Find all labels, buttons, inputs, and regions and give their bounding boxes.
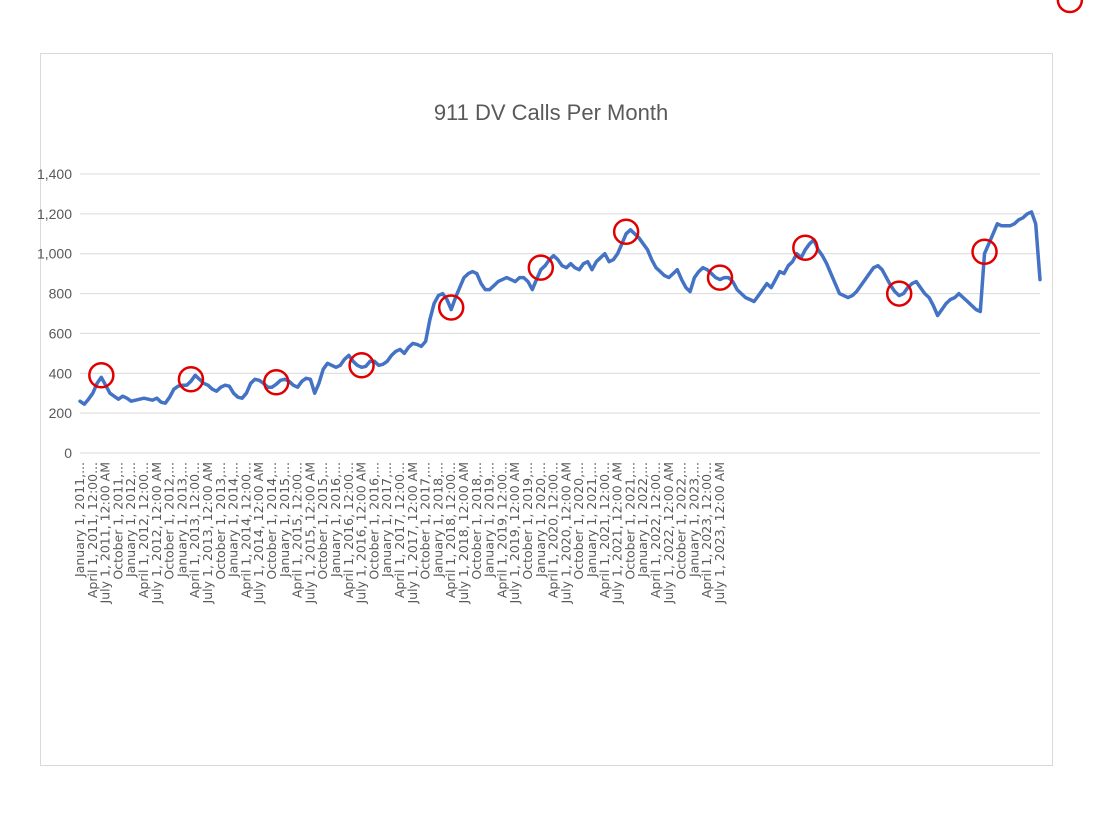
- x-tick-label: October 1, 2016,...: [366, 462, 381, 580]
- x-tick-label: July 1, 2020, 12:00 AM: [558, 462, 573, 604]
- x-tick-label: April 1, 2015, 12:00...: [290, 462, 305, 598]
- x-tick-label: October 1, 2021,...: [622, 462, 637, 580]
- highlight-circle: [348, 352, 375, 379]
- x-axis-labels: January 1, 2011,...April 1, 2011, 12:00.…: [72, 462, 727, 604]
- y-tick-label: 200: [49, 405, 73, 421]
- y-tick-label: 1,000: [37, 246, 72, 262]
- highlight-circle: [527, 254, 555, 281]
- x-tick-label: April 1, 2022, 12:00...: [648, 462, 663, 598]
- x-tick-label: April 1, 2011, 12:00...: [85, 462, 100, 598]
- x-tick-label: January 1, 2022,...: [635, 462, 650, 578]
- x-tick-label: July 1, 2013, 12:00 AM: [200, 462, 215, 604]
- x-tick-label: July 1, 2017, 12:00 AM: [405, 462, 420, 604]
- x-tick-label: April 1, 2016, 12:00...: [341, 462, 356, 598]
- x-tick-label: October 1, 2017,...: [418, 462, 433, 580]
- x-tick-label: October 1, 2011,...: [110, 462, 125, 580]
- x-tick-label: October 1, 2013,...: [213, 462, 228, 580]
- x-tick-label: October 1, 2012,...: [162, 462, 177, 580]
- x-tick-label: January 1, 2021,...: [584, 462, 599, 578]
- x-tick-label: July 1, 2015, 12:00 AM: [302, 462, 317, 604]
- highlight-circle: [792, 234, 819, 261]
- x-tick-label: July 1, 2021, 12:00 AM: [610, 462, 625, 604]
- x-tick-label: January 1, 2012,...: [123, 462, 138, 578]
- y-tick-label: 1,200: [37, 206, 72, 222]
- x-tick-label: April 1, 2019, 12:00...: [494, 462, 509, 598]
- y-tick-label: 600: [49, 325, 73, 341]
- highlight-layer: [88, 0, 1084, 396]
- highlight-circle: [885, 280, 913, 307]
- highlight-circle: [706, 264, 734, 291]
- chart-title: 911 DV Calls Per Month: [434, 100, 668, 125]
- highlight-circle: [88, 362, 115, 389]
- x-tick-label: October 1, 2015,...: [315, 462, 330, 580]
- x-tick-label: April 1, 2021, 12:00...: [597, 462, 612, 598]
- grid-layer: [80, 173, 1040, 454]
- x-tick-label: October 1, 2014,...: [264, 462, 279, 580]
- x-tick-label: April 1, 2014, 12:00...: [238, 462, 253, 598]
- highlight-circle: [177, 366, 205, 393]
- x-tick-label: July 1, 2022, 12:00 AM: [661, 462, 676, 604]
- x-tick-label: April 1, 2013, 12:00...: [187, 462, 202, 598]
- x-tick-label: July 1, 2019, 12:00 AM: [507, 462, 522, 604]
- x-tick-label: January 1, 2018,...: [430, 462, 445, 578]
- x-tick-label: July 1, 2014, 12:00 AM: [251, 462, 266, 604]
- x-tick-label: April 1, 2020, 12:00...: [546, 462, 561, 598]
- highlight-circle: [971, 238, 998, 265]
- highlight-circle: [612, 218, 640, 246]
- x-tick-label: January 1, 2011,...: [72, 462, 87, 578]
- x-tick-label: October 1, 2022,...: [674, 462, 689, 580]
- x-tick-label: January 1, 2023,...: [686, 462, 701, 578]
- highlight-circle: [1056, 0, 1084, 14]
- x-tick-label: April 1, 2017, 12:00...: [392, 462, 407, 598]
- x-tick-label: October 1, 2019,...: [520, 462, 535, 580]
- highlight-circle: [437, 294, 465, 321]
- y-tick-label: 0: [64, 445, 72, 461]
- series-line: [78, 210, 1042, 406]
- x-tick-label: January 1, 2020,...: [533, 462, 548, 578]
- x-tick-label: January 1, 2019,...: [482, 462, 497, 578]
- x-tick-label: October 1, 2020,...: [571, 462, 586, 580]
- x-tick-label: July 1, 2011, 12:00 AM: [98, 462, 113, 604]
- highlight-circle: [263, 368, 290, 396]
- x-tick-label: July 1, 2012, 12:00 AM: [149, 462, 164, 604]
- y-tick-label: 400: [49, 365, 73, 381]
- series-layer: [78, 210, 1042, 406]
- x-tick-label: January 1, 2017,...: [379, 462, 394, 578]
- x-tick-label: April 1, 2018, 12:00...: [443, 462, 458, 598]
- y-axis-labels: 0 200 400 600 800 1,000 1,200 1,400: [37, 166, 72, 461]
- x-tick-label: April 1, 2023, 12:00...: [699, 462, 714, 598]
- x-tick-label: July 1, 2016, 12:00 AM: [354, 462, 369, 604]
- x-tick-label: July 1, 2023, 12:00 AM: [712, 462, 727, 604]
- y-tick-label: 1,400: [37, 166, 72, 182]
- x-tick-label: January 1, 2016,...: [328, 462, 343, 578]
- x-tick-label: January 1, 2013,...: [174, 462, 189, 578]
- x-tick-label: January 1, 2015,...: [277, 462, 292, 578]
- y-tick-label: 800: [49, 286, 73, 302]
- x-tick-label: January 1, 2014,...: [226, 462, 241, 578]
- x-tick-label: July 1, 2018, 12:00 AM: [456, 462, 471, 604]
- x-tick-label: October 1, 2018,...: [469, 462, 484, 580]
- x-tick-label: April 1, 2012, 12:00...: [136, 462, 151, 598]
- chart-frame: [40, 53, 1053, 766]
